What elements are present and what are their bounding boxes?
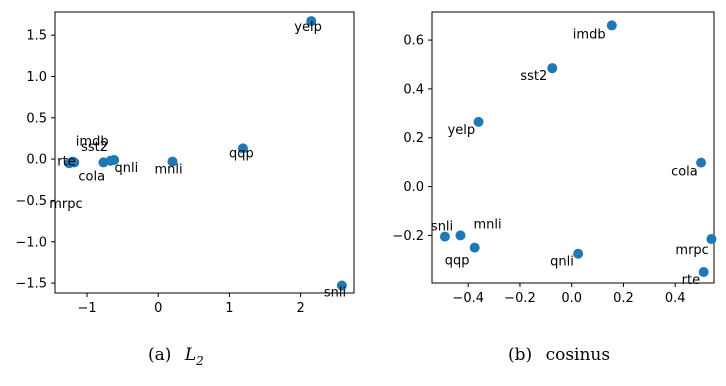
plot-frame xyxy=(54,11,355,294)
point-mrpc xyxy=(706,234,717,245)
y-tick-label: 0.2 xyxy=(403,131,424,146)
x-tick-label: 0.2 xyxy=(613,291,634,306)
x-tick-label: 0 xyxy=(154,301,162,316)
point-label-snli: snli xyxy=(431,220,453,235)
x-tick-label: −1 xyxy=(77,301,96,316)
point-label-qnli: qnli xyxy=(115,161,139,176)
point-qqp xyxy=(469,242,480,253)
y-tick-label: 0.0 xyxy=(403,180,424,195)
point-label-qnli: qnli xyxy=(550,255,574,270)
point-yelp xyxy=(473,116,484,127)
caption-a: (a) L2 xyxy=(148,345,204,368)
x-tick-label: 2 xyxy=(296,301,304,316)
plot-frame xyxy=(431,11,715,284)
y-tick-label: 0.6 xyxy=(403,34,424,49)
point-yelp xyxy=(306,16,317,27)
point-mnli xyxy=(167,156,178,167)
point-label-rte: rte xyxy=(682,273,700,288)
y-tick-label: 0.5 xyxy=(26,111,47,126)
point-label-qqp: qqp xyxy=(229,146,254,161)
point-label-mnli: mnli xyxy=(473,217,501,232)
y-tick-label: −1.0 xyxy=(15,235,47,250)
panel-a-l2: −1 0 1 2 1.5 1.0 0.5 0.0 −0.5 −1.0 −1.5 yelp sst2imd… xyxy=(15,11,355,316)
point-imdb xyxy=(606,20,617,31)
point-label-rte: rte xyxy=(57,154,75,169)
y-tick-label: −0.2 xyxy=(392,229,424,244)
point-label-sst2: sst2 xyxy=(81,140,108,155)
x-tick-label: −0.4 xyxy=(452,291,484,306)
point-qqp xyxy=(237,143,248,154)
x-tick-label: 0.0 xyxy=(561,291,582,306)
point-mrpc xyxy=(64,158,75,169)
point-label-qqp: qqp xyxy=(445,254,470,269)
x-tick-label: 0.4 xyxy=(665,291,686,306)
point-qnli xyxy=(105,155,116,166)
y-tick-label: −0.5 xyxy=(15,194,47,209)
caption-b: (b) cosinus xyxy=(508,345,610,365)
point-snli xyxy=(439,231,450,242)
point-label-cola: cola xyxy=(671,165,698,180)
point-label-snli: snli xyxy=(324,286,346,301)
point-snli xyxy=(336,280,347,291)
point-label-sst2: sst2 xyxy=(520,69,547,84)
y-tick-label: 1.0 xyxy=(26,70,47,85)
point-label-imdb: imdb xyxy=(573,27,606,42)
point-qnli xyxy=(573,248,584,259)
point-rte xyxy=(698,267,709,278)
point-label-cola: cola xyxy=(78,169,105,184)
panel-b-cosinus: −0.4 −0.2 0.0 0.2 0.4 0.6 0.4 0.2 0.0 −0.2 imdb sst… xyxy=(392,11,717,306)
point-label-yelp: yelp xyxy=(448,123,476,138)
x-tick-label: −0.2 xyxy=(504,291,536,306)
point-label-mrpc: mrpc xyxy=(675,243,708,258)
point-label-imdb: imdb xyxy=(76,135,109,150)
point-mnli xyxy=(455,230,466,241)
y-tick-label: 0.4 xyxy=(403,82,424,97)
x-tick-label: 1 xyxy=(225,301,233,316)
point-label-yelp: yelp xyxy=(294,20,322,35)
point-label-mrpc: mrpc xyxy=(49,197,82,212)
y-tick-label: 0.0 xyxy=(26,153,47,168)
point-cola xyxy=(696,157,707,168)
point-sst2 xyxy=(547,63,558,74)
y-tick-label: −1.5 xyxy=(15,277,47,292)
y-tick-label: 1.5 xyxy=(26,29,47,44)
point-label-mnli: mnli xyxy=(154,163,182,178)
